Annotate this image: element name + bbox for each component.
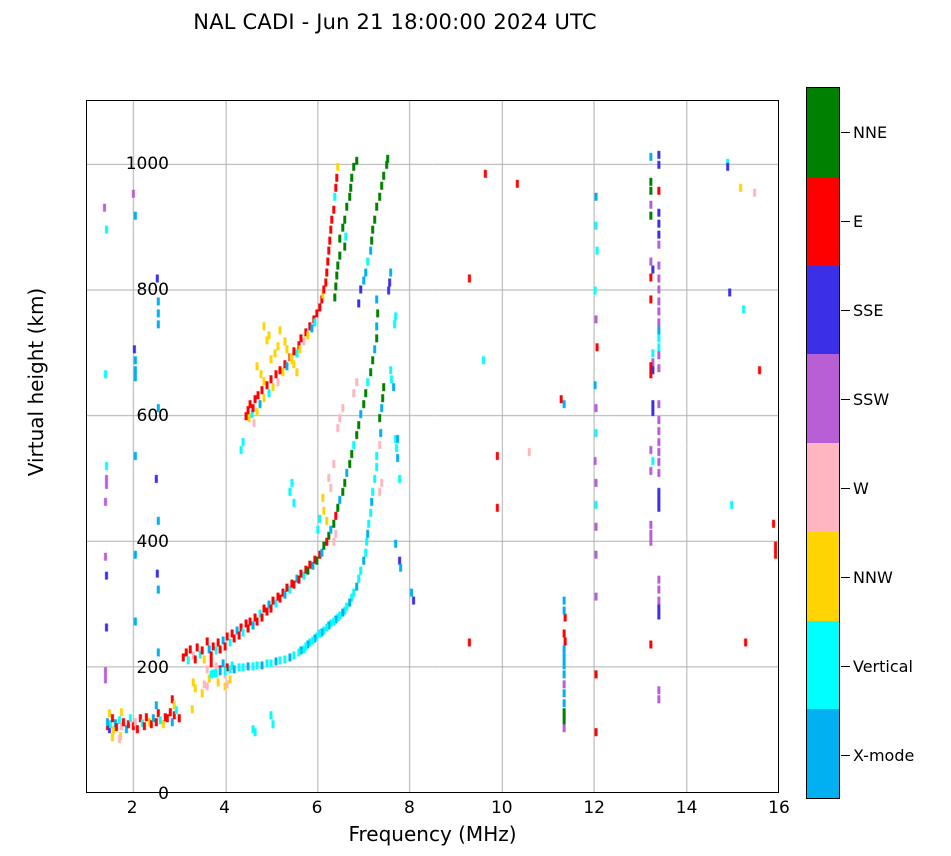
colorbar-segment-ssw	[807, 443, 839, 532]
y-axis-label: Virtual height (km)	[24, 287, 48, 477]
colorbar-segment-x-mode	[807, 88, 839, 177]
page-title: NAL CADI - Jun 21 18:00:00 2024 UTC	[193, 10, 597, 34]
x-tick-label: 8	[403, 798, 415, 818]
x-tick-label: 10	[490, 798, 513, 818]
x-tick-label: 4	[219, 798, 230, 818]
colorbar-tick	[841, 576, 850, 579]
x-tick-label: 2	[126, 798, 138, 818]
ionogram-canvas	[87, 101, 778, 792]
x-tick-label: 6	[311, 798, 323, 818]
y-tick-label: 1000	[125, 154, 169, 174]
x-tick-label: 12	[583, 798, 605, 818]
colorbar-label-x-mode: X-mode	[853, 745, 915, 765]
colorbar-tick	[841, 487, 850, 490]
y-tick-label: 800	[136, 280, 169, 300]
y-tick-label: 0	[158, 784, 169, 804]
x-tick-label: 16	[768, 798, 790, 818]
colorbar-label-nnw: NNW	[853, 567, 893, 587]
y-tick-label: 400	[136, 532, 169, 552]
ionogram-plot	[86, 100, 779, 793]
colorbar-label-vertical: Vertical	[853, 656, 913, 676]
colorbar-tick	[841, 754, 850, 757]
colorbar-segment-sse	[807, 531, 839, 621]
y-tick-label: 600	[136, 406, 169, 426]
colorbar-label-ssw: SSW	[853, 389, 890, 409]
colorbar	[806, 87, 840, 799]
colorbar-tick	[841, 398, 850, 401]
colorbar-segment-nnw	[807, 265, 839, 355]
colorbar-tick	[841, 220, 850, 223]
x-axis-label: Frequency (MHz)	[348, 822, 517, 846]
colorbar-label-w: W	[853, 478, 869, 498]
x-tick-label: 14	[675, 798, 698, 818]
colorbar-segment-e	[807, 620, 839, 710]
colorbar-tick	[841, 665, 850, 668]
y-tick-label: 200	[136, 658, 169, 678]
colorbar-tick	[841, 309, 850, 312]
colorbar-segment-vertical	[807, 176, 839, 266]
colorbar-label-nne: NNE	[853, 122, 888, 142]
colorbar-segment-nne	[807, 709, 839, 798]
colorbar-segment-w	[807, 354, 839, 443]
colorbar-label-e: E	[853, 211, 864, 231]
colorbar-tick	[841, 131, 850, 134]
colorbar-label-sse: SSE	[853, 300, 884, 320]
